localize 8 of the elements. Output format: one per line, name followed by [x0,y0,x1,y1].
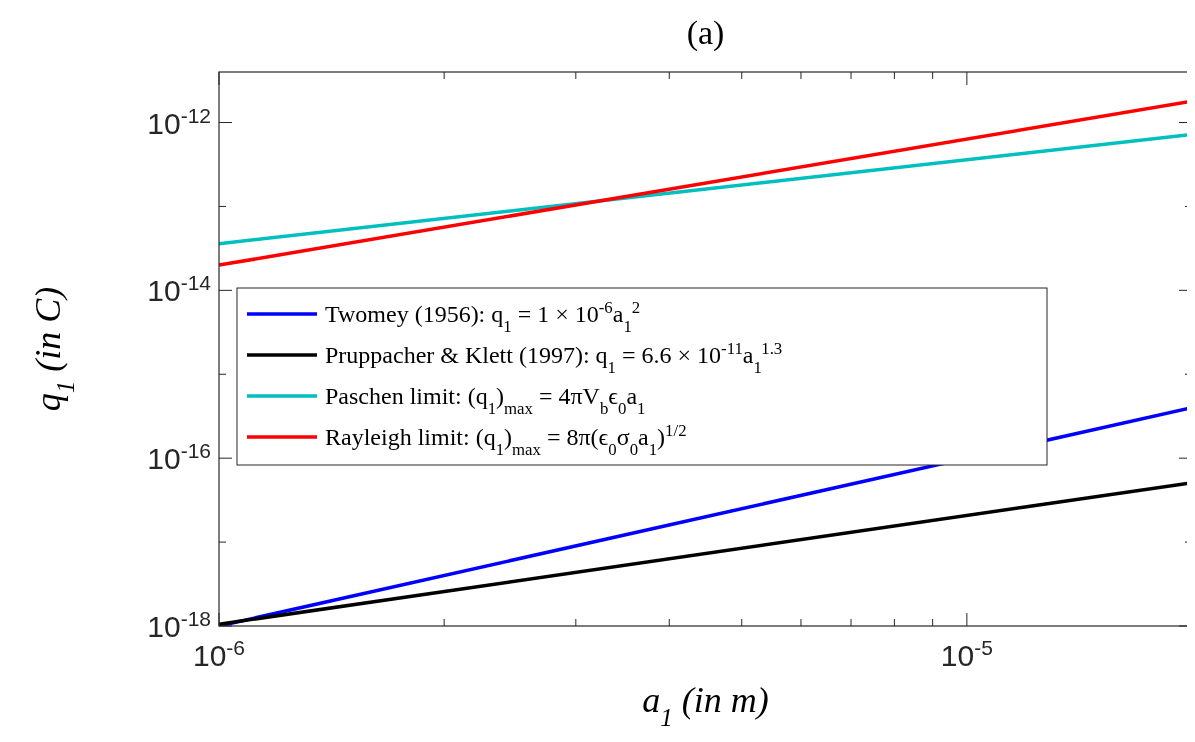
y-tick-label: 10$^{-12}$ [147,103,211,140]
chart-title: (a) [686,14,725,52]
y-tick-label: 10$^{-16}$ [147,438,211,476]
y-tick-label: 10$^{-14}$ [147,270,212,308]
x-axis-title: a$_{1}$ (in m) [642,680,769,731]
text: Paschen limit: (q$_{1}$)$_{max}$ = 4πV$_{b}$ϵ$_{0}$a$_{1}$ [325,383,646,418]
x-tick-label: 10$^{-5}$ [940,635,993,672]
text: Rayleigh limit: (q$_{1}$)$_{max}$ = 8π(ϵ$_{0}$σ$_{0}$a$_{1}$)$^{1/2}$ [325,420,687,459]
